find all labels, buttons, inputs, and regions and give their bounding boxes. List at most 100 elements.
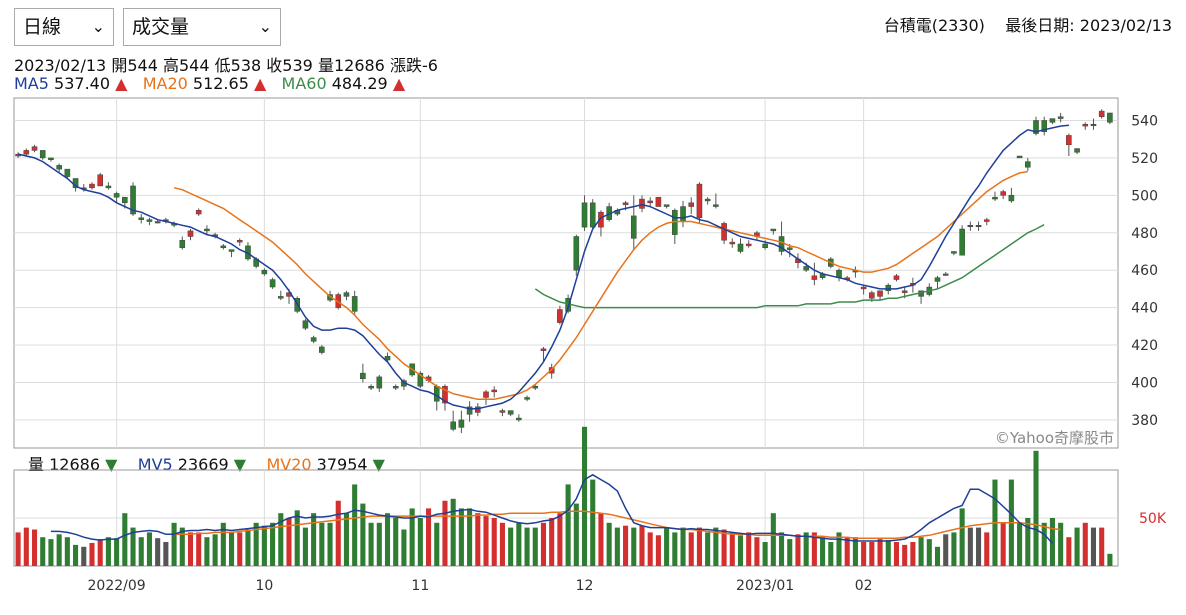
candle-body [827, 258, 834, 267]
volume-bar [426, 508, 432, 566]
candle-body [992, 196, 998, 200]
candle-body [1008, 195, 1015, 202]
candle-body [80, 187, 87, 190]
time-tick-label: 11 [411, 578, 429, 594]
candle-body [269, 279, 276, 288]
candle-body [516, 417, 522, 421]
candle-body [56, 165, 62, 170]
candle-body [836, 269, 842, 278]
candle-body [647, 200, 653, 204]
candle-body [1025, 161, 1031, 168]
volume-bar [852, 537, 858, 566]
volume-bar [56, 534, 62, 566]
volume-bar [803, 532, 809, 566]
volume-bar [352, 484, 358, 566]
mv5-line [50, 473, 1053, 544]
quote-open-label: 開 [111, 56, 128, 75]
time-tick-label: 2022/09 [88, 578, 146, 594]
volume-bar [360, 503, 366, 566]
volume-bar [573, 503, 579, 566]
volume-bar [467, 508, 473, 566]
volume-bar [409, 508, 415, 566]
candle-body [154, 221, 161, 224]
up-arrow-icon: ▲ [115, 74, 128, 93]
candle-body [89, 183, 95, 189]
candle-body [786, 247, 793, 250]
volume-bar [434, 522, 440, 566]
candle-body [417, 372, 424, 387]
candle-body [384, 356, 391, 361]
volume-bar [811, 532, 817, 566]
volume-bar [984, 532, 990, 566]
volume-bar [861, 542, 867, 566]
candle-body [31, 146, 38, 151]
volume-bar [499, 522, 505, 566]
price-tick-label: 480 [1131, 226, 1158, 242]
candle-body [1074, 148, 1080, 153]
candle-body [967, 225, 974, 228]
price-tick-label: 380 [1131, 413, 1158, 429]
candle-body [1016, 155, 1023, 159]
candle-body [425, 376, 432, 381]
candle-body [351, 296, 358, 312]
quote-low-label: 低 [214, 56, 231, 75]
volume-bar [705, 532, 711, 566]
volume-bar [869, 542, 875, 566]
volume-bar [122, 513, 128, 566]
volume-bar [483, 516, 489, 566]
period-select[interactable]: 日線 ⌄ [14, 8, 114, 46]
candle-body [983, 219, 990, 222]
volume-panel [13, 469, 1119, 567]
down-arrow-icon: ▼ [372, 455, 385, 474]
price-tick-label: 460 [1131, 263, 1158, 279]
ma20-line [173, 170, 1028, 401]
candle-body [934, 277, 941, 282]
volume-bar [951, 532, 957, 566]
ma5-line [17, 124, 1069, 410]
volume-bar [943, 534, 949, 566]
volume-bar [245, 529, 251, 566]
volume-bar [212, 534, 218, 566]
indicator-select-value: 成交量 [132, 16, 190, 38]
candle-body [672, 210, 678, 235]
volume-bar [1000, 522, 1006, 566]
candle-body [483, 391, 489, 398]
down-arrow-icon: ▼ [233, 455, 247, 474]
candle-body [277, 296, 284, 299]
candle-body [704, 198, 711, 202]
volume-tick-label: 50K [1139, 511, 1167, 527]
candle-body [122, 196, 128, 204]
volume-bar [581, 426, 588, 566]
volume-bar [327, 522, 333, 566]
volume-bar [81, 546, 87, 566]
volume-bar [368, 522, 374, 566]
candle-body [877, 290, 883, 297]
volume-bar [639, 525, 645, 566]
price-tick-label: 420 [1131, 338, 1158, 354]
volume-bar [655, 535, 661, 566]
volume-bar [877, 539, 883, 566]
ma60-legend: MA60 484.29 ▲ [281, 74, 406, 93]
volume-bar [631, 527, 637, 566]
volume-bar [253, 522, 259, 566]
volume-bar [302, 527, 308, 566]
time-tick-label: 12 [576, 578, 594, 594]
volume-bar [228, 532, 235, 566]
volume-bar [319, 522, 325, 566]
candle-body [204, 228, 210, 232]
up-arrow-icon: ▲ [253, 74, 267, 93]
volume-bar [1090, 527, 1097, 566]
volume-bar [778, 532, 785, 566]
volume-bar [335, 500, 341, 566]
period-select-value: 日線 [23, 16, 62, 38]
candle-body [392, 385, 399, 389]
indicator-select[interactable]: 成交量 ⌄ [123, 8, 281, 46]
volume-bar [696, 527, 702, 566]
volume-bar [680, 527, 686, 566]
quote-line: 2023/02/13 開544 高544 低538 收539 量12686 漲跌… [14, 52, 438, 76]
volume-bar [401, 529, 407, 566]
candle-body [138, 217, 145, 220]
volume-bar [1033, 450, 1039, 566]
candle-body [729, 241, 736, 245]
candle-body [450, 421, 456, 430]
